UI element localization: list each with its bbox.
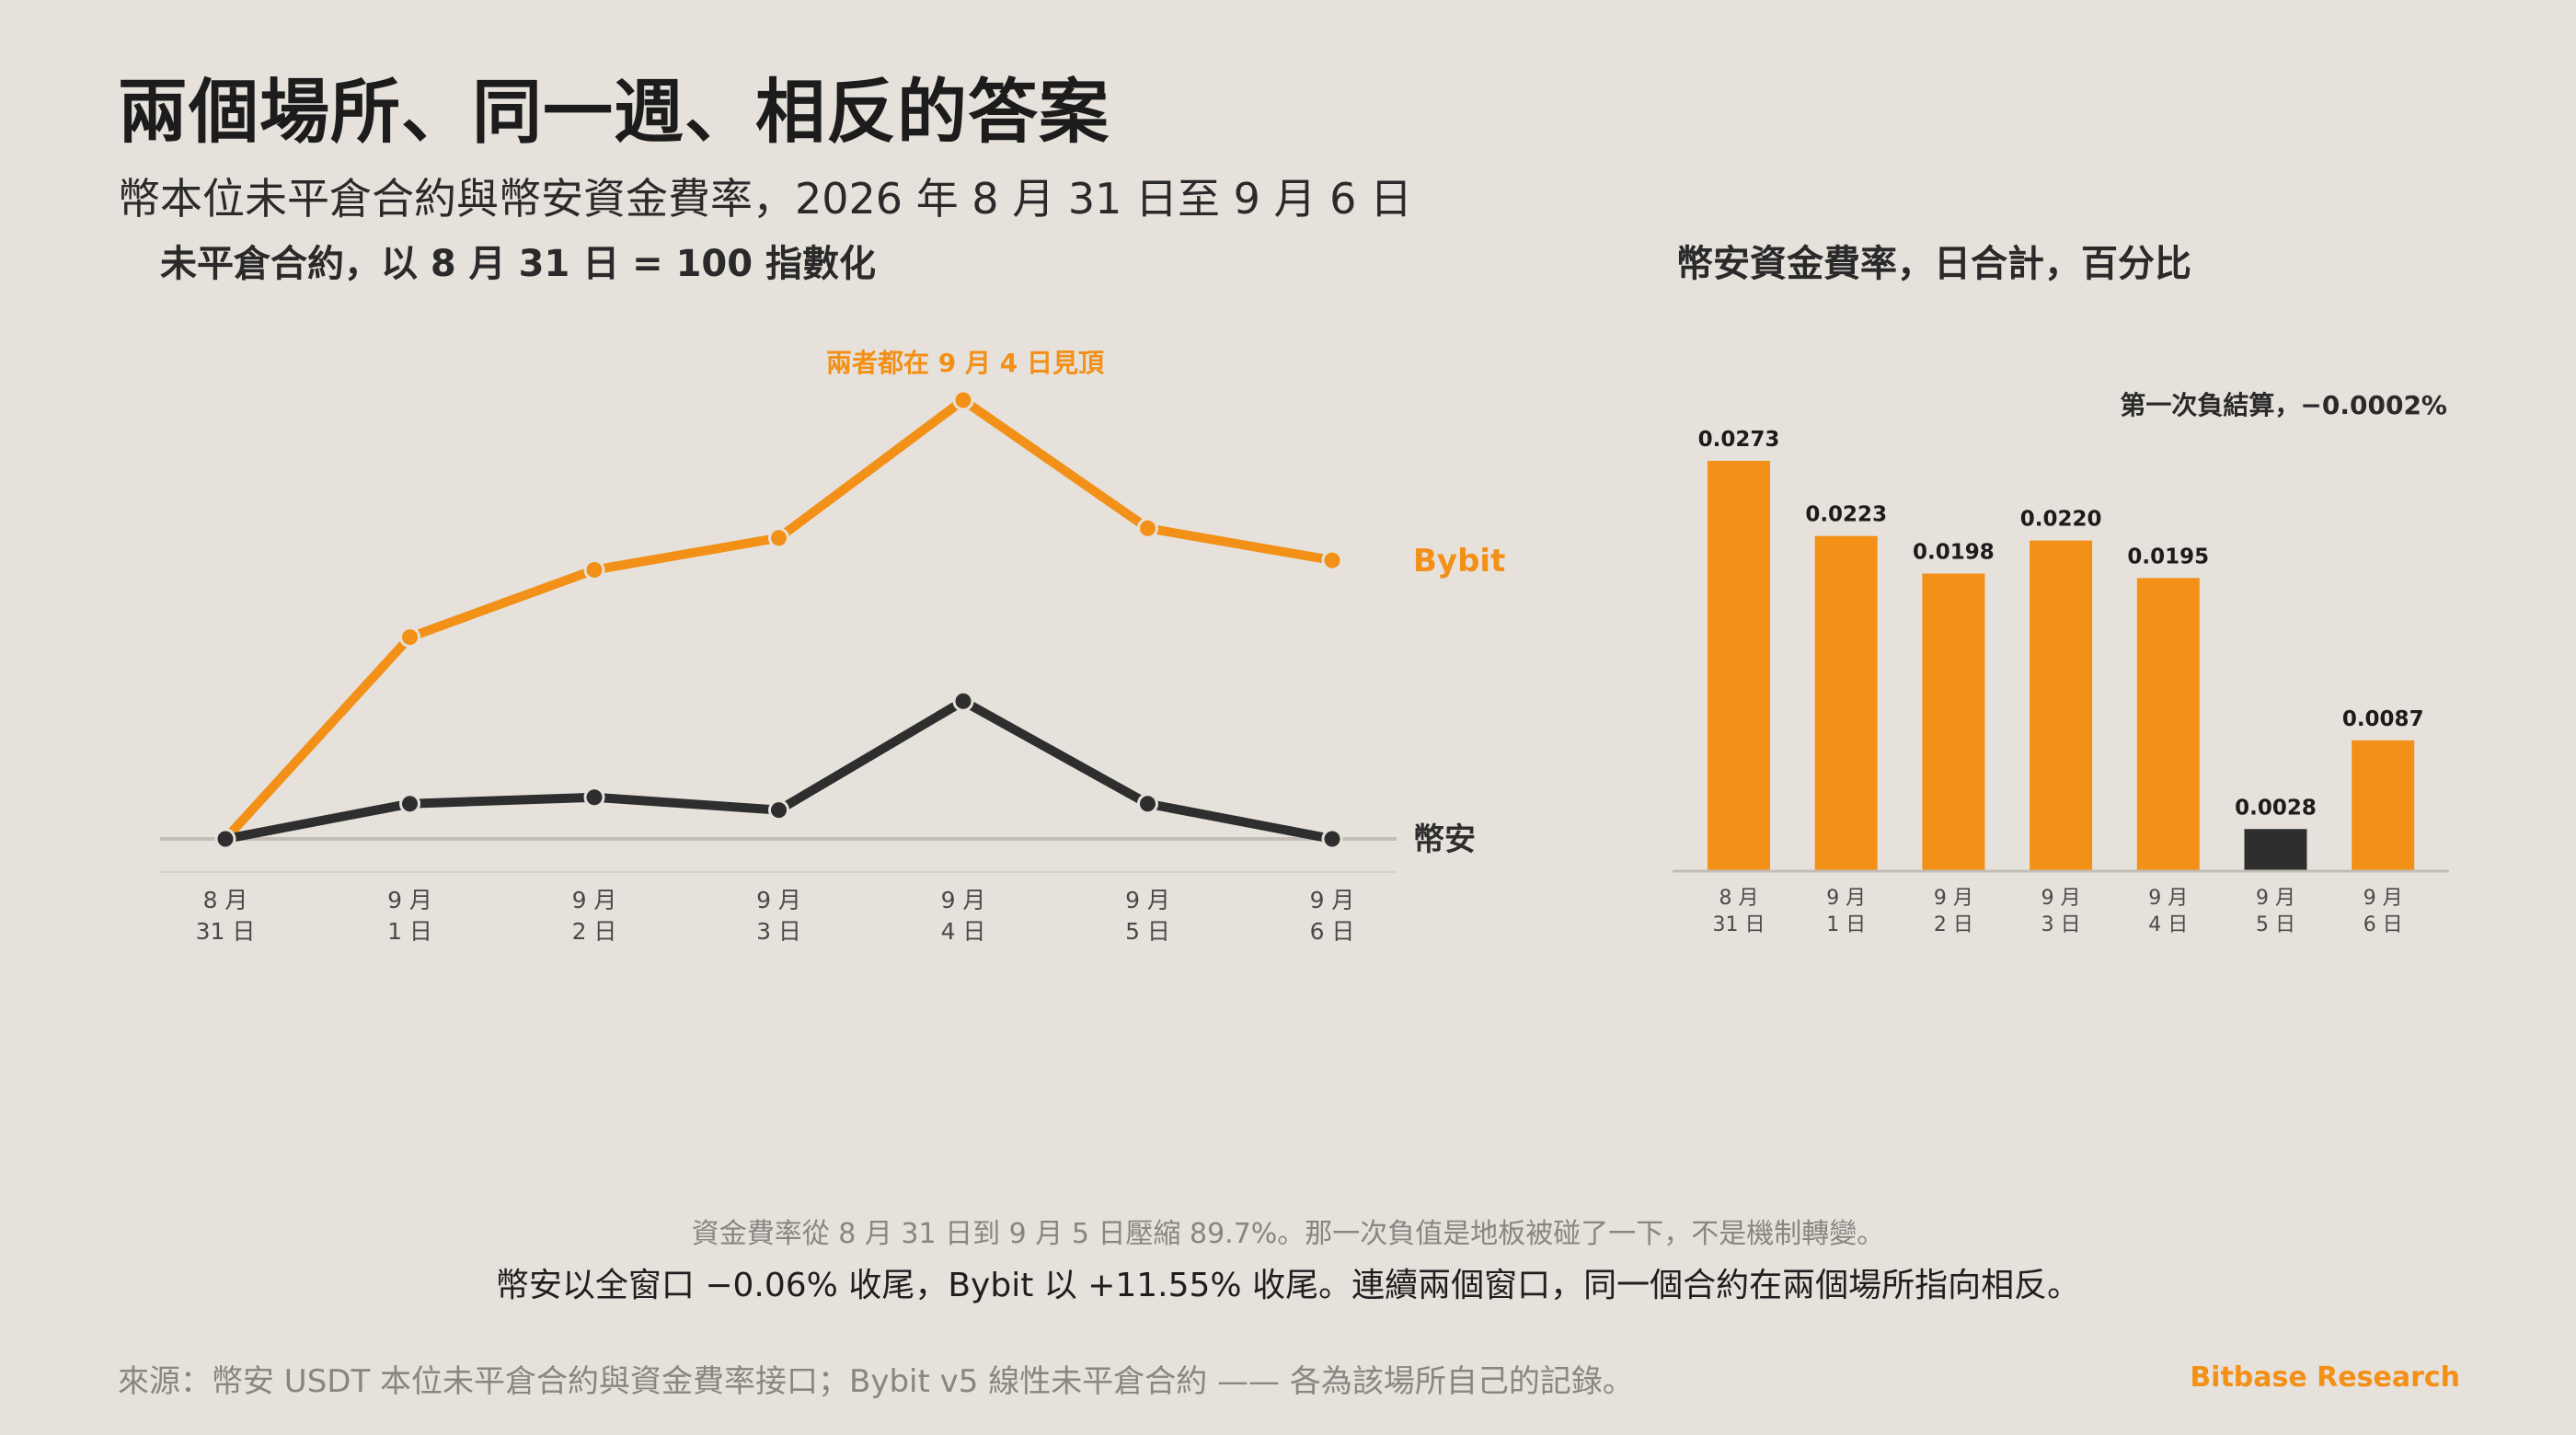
series-label-0: Bybit [1413, 543, 1505, 580]
bar-tick-label-day-4: 4 日 [2148, 913, 2188, 936]
bar-2 [1922, 573, 1985, 871]
series-line-0 [221, 396, 1337, 844]
bar-value-label-3: 0.0220 [2020, 508, 2102, 532]
x-tick-label-5: 9 月 [1125, 887, 1170, 913]
x-tick-label-day-4: 4 日 [941, 918, 986, 945]
source-note: 來源：幣安 USDT 本位未平倉合約與資金費率接口；Bybit v5 線性未平倉… [118, 1363, 1634, 1400]
bar-value-label-6: 0.0087 [2342, 707, 2424, 731]
x-tick-label-3: 9 月 [756, 887, 801, 913]
x-tick-label-0: 8 月 [203, 887, 248, 913]
bar-4 [2136, 578, 2200, 871]
footnote: 資金費率從 8 月 31 日到 9 月 5 日壓縮 89.7%。那一次負值是地板… [691, 1218, 1885, 1250]
x-tick-label-4: 9 月 [941, 887, 986, 913]
peak-annotation: 兩者都在 9 月 4 日見頂 [826, 348, 1105, 378]
x-tick-label-2: 9 月 [572, 887, 617, 913]
series-0-point-4 [952, 389, 974, 411]
bar-value-label-2: 0.0198 [1913, 541, 1995, 565]
series-label-1: 幣安 [1413, 821, 1476, 858]
conclusion: 幣安以全窗口 −0.06% 收尾，Bybit 以 +11.55% 收尾。連續兩個… [495, 1267, 2081, 1304]
x-tick-label-day-6: 6 日 [1310, 918, 1355, 945]
x-tick-label-day-0: 31 日 [196, 918, 256, 945]
bar-tick-label-4: 9 月 [2148, 887, 2188, 910]
bar-tick-label-day-1: 1 日 [1826, 913, 1866, 936]
bar-1 [1814, 535, 1878, 871]
bar-value-label-0: 0.0273 [1698, 428, 1780, 452]
bar-tick-label-2: 9 月 [1934, 887, 1973, 910]
bar-3 [2030, 540, 2093, 871]
page-title: 兩個場所、同一週、相反的答案 [118, 71, 1110, 153]
bar-tick-label-day-0: 31 日 [1713, 913, 1765, 936]
series-1-point-6 [1321, 828, 1343, 850]
x-tick-label-1: 9 月 [387, 887, 432, 913]
series-1-point-2 [583, 786, 605, 809]
page-subtitle: 幣本位未平倉合約與幣安資金費率，2026 年 8 月 31 日至 9 月 6 日 [118, 174, 1412, 224]
bar-tick-label-3: 9 月 [2041, 887, 2081, 910]
bar-value-label-1: 0.0223 [1805, 503, 1887, 527]
x-tick-label-6: 9 月 [1310, 887, 1355, 913]
series-1-point-3 [768, 799, 789, 821]
bar-tick-label-0: 8 月 [1719, 887, 1759, 910]
bar-tick-label-day-3: 3 日 [2041, 913, 2081, 936]
series-1-point-5 [1137, 793, 1158, 815]
bar-value-label-5: 0.0028 [2235, 796, 2317, 820]
bar-tick-label-5: 9 月 [2256, 887, 2295, 910]
brand-logo: Bitbase Research [2190, 1361, 2460, 1394]
bar-tick-label-day-6: 6 日 [2363, 913, 2403, 936]
bar-5 [2244, 829, 2307, 871]
bar-chart-title: 幣安資金費率，日合計，百分比 [1676, 243, 2191, 285]
series-0-point-6 [1321, 549, 1343, 571]
series-0-point-2 [583, 559, 605, 581]
line-chart-title: 未平倉合約，以 8 月 31 日 = 100 指數化 [160, 243, 876, 285]
x-tick-label-day-5: 5 日 [1125, 918, 1170, 945]
bar-6 [2352, 740, 2415, 871]
bar-value-label-4: 0.0195 [2127, 545, 2209, 568]
series-0-point-5 [1137, 517, 1158, 539]
negative-settlement-annotation: 第一次負結算，−0.0002% [2120, 390, 2447, 420]
bar-0 [1708, 461, 1770, 871]
bar-tick-label-1: 9 月 [1826, 887, 1866, 910]
bar-tick-label-6: 9 月 [2363, 887, 2403, 910]
series-0-point-1 [399, 626, 420, 649]
x-tick-label-day-2: 2 日 [572, 918, 617, 945]
series-0-point-3 [768, 527, 789, 549]
bar-tick-label-day-2: 2 日 [1934, 913, 1973, 936]
x-tick-label-day-3: 3 日 [756, 918, 801, 945]
x-tick-label-day-1: 1 日 [387, 918, 432, 945]
series-1-point-4 [952, 690, 974, 712]
series-1-point-1 [399, 793, 420, 815]
bar-tick-label-day-5: 5 日 [2256, 913, 2295, 936]
series-1-point-0 [214, 828, 236, 850]
